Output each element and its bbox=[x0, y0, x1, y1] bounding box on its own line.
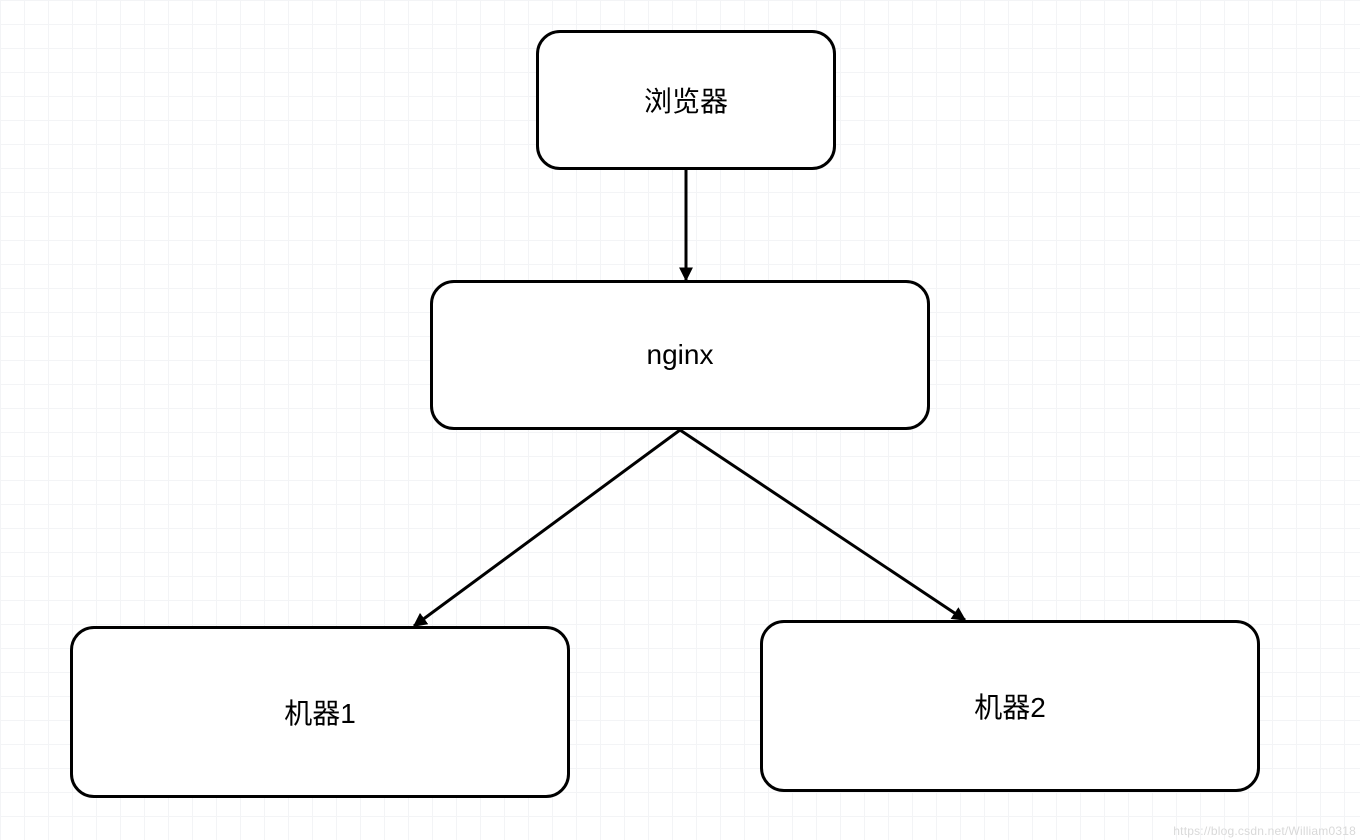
node-machine2-label: 机器2 bbox=[974, 686, 1046, 726]
watermark: https://blog.csdn.net/William0318 bbox=[1173, 824, 1356, 838]
node-machine1-label: 机器1 bbox=[284, 692, 356, 732]
diagram-canvas: 浏览器 nginx 机器1 机器2 https://blog.csdn.net/Will… bbox=[0, 0, 1360, 840]
node-nginx-label: nginx bbox=[647, 339, 714, 371]
edge-nginx-to-machine2 bbox=[680, 430, 965, 620]
node-machine1: 机器1 bbox=[70, 626, 570, 798]
node-browser: 浏览器 bbox=[536, 30, 836, 170]
node-browser-label: 浏览器 bbox=[644, 80, 728, 120]
edge-nginx-to-machine1 bbox=[414, 430, 680, 626]
node-nginx: nginx bbox=[430, 280, 930, 430]
node-machine2: 机器2 bbox=[760, 620, 1260, 792]
